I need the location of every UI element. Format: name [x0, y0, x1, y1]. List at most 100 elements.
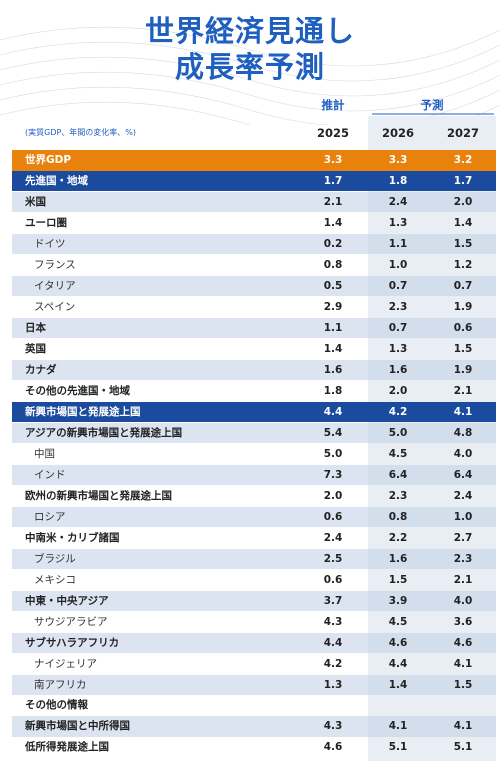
- row-label: 南アフリカ: [34, 678, 87, 691]
- row-label: インド: [34, 468, 66, 481]
- value-cell: 5.1: [388, 741, 408, 754]
- value-cell: 0.6: [323, 510, 343, 523]
- row-label: 世界GDP: [25, 154, 72, 166]
- value-cell: 1.9: [453, 363, 473, 376]
- value-cell: 1.6: [323, 363, 343, 376]
- value-cell: 2.5: [323, 552, 343, 565]
- value-cell: 4.5: [388, 447, 408, 460]
- table-row: メキシコ 0.6 1.5 2.1: [12, 570, 496, 591]
- row-label: カナダ: [25, 363, 57, 376]
- value-cell: 7.3: [323, 468, 343, 481]
- row-label: ブラジル: [34, 552, 76, 565]
- row-label: サウジアラビア: [34, 615, 108, 628]
- table-row: アジアの新興市場国と発展途上国 5.4 5.0 4.8: [12, 422, 496, 444]
- value-cell: 1.7: [453, 174, 473, 187]
- title-line: 成長率予測: [174, 50, 325, 84]
- units-note: (実質GDP、年間の変化率、%): [25, 128, 137, 137]
- value-cell: 0.7: [388, 279, 408, 292]
- value-cell: 1.3: [388, 216, 408, 229]
- value-cell: 1.9: [453, 300, 473, 313]
- table-row: 米国 2.1 2.4 2.0: [12, 191, 496, 213]
- value-cell: 4.2: [323, 657, 343, 670]
- row-label: スペイン: [34, 300, 76, 313]
- row-label: フランス: [34, 258, 76, 271]
- year-header: 2027: [446, 126, 479, 140]
- value-cell: 1.5: [388, 573, 408, 586]
- row-label: 中国: [34, 447, 55, 460]
- table-row: その他の情報: [12, 695, 496, 716]
- value-cell: 0.6: [453, 321, 473, 334]
- value-cell: 5.4: [323, 426, 343, 439]
- table-row: サブサハラアフリカ 4.4 4.6 4.6: [12, 632, 496, 654]
- value-cell: 5.0: [388, 426, 408, 439]
- row-label: 新興市場国と中所得国: [25, 720, 130, 733]
- value-cell: 5.0: [323, 447, 343, 460]
- value-cell: 4.0: [453, 447, 473, 460]
- value-cell: 4.1: [453, 657, 473, 670]
- value-cell: 4.4: [323, 636, 343, 649]
- table-row: ユーロ圏 1.4 1.3 1.4: [12, 213, 496, 234]
- year-header: 2026: [381, 126, 414, 140]
- value-cell: 0.7: [388, 321, 408, 334]
- value-cell: 2.1: [453, 573, 473, 586]
- row-label: イタリア: [34, 279, 76, 292]
- value-cell: 1.6: [388, 552, 408, 565]
- value-cell: 1.5: [453, 678, 473, 691]
- table-row: ロシア 0.6 0.8 1.0: [12, 506, 496, 528]
- row-label: 新興市場国と発展途上国: [25, 405, 141, 418]
- row-label: メキシコ: [34, 573, 76, 586]
- value-cell: 4.6: [453, 636, 473, 649]
- row-label: 欧州の新興市場国と発展途上国: [25, 489, 172, 502]
- forecast-header: 予測: [420, 98, 444, 112]
- value-cell: 4.4: [323, 405, 343, 418]
- table-row: 中南米・カリブ諸国 2.4 2.2 2.7: [12, 528, 496, 549]
- value-cell: 2.1: [453, 384, 473, 397]
- row-label: その他の先進国・地域: [25, 384, 130, 397]
- value-cell: 2.4: [453, 489, 473, 502]
- table-row: 新興市場国と中所得国 4.3 4.1 4.1: [12, 716, 496, 737]
- value-cell: 1.8: [388, 174, 408, 187]
- row-label: 中東・中央アジア: [25, 594, 109, 607]
- table-row: イタリア 0.5 0.7 0.7: [12, 275, 496, 297]
- value-cell: 1.0: [388, 258, 408, 271]
- value-cell: 1.8: [323, 384, 343, 397]
- value-cell: 1.1: [388, 237, 408, 250]
- table-row: 中国 5.0 4.5 4.0: [12, 444, 496, 465]
- table-row: 南アフリカ 1.3 1.4 1.5: [12, 674, 496, 695]
- table-row: スペイン 2.9 2.3 1.9: [12, 297, 496, 318]
- value-cell: 2.4: [388, 195, 408, 208]
- value-cell: 5.1: [453, 741, 473, 754]
- value-cell: 0.6: [323, 573, 343, 586]
- table-row: フランス 0.8 1.0 1.2: [12, 255, 496, 276]
- value-cell: 2.3: [388, 489, 408, 502]
- value-cell: 0.8: [323, 258, 343, 271]
- row-label: ドイツ: [34, 237, 66, 250]
- row-label: アジアの新興市場国と発展途上国: [25, 426, 183, 439]
- value-cell: 4.8: [453, 426, 473, 439]
- row-label: ロシア: [34, 510, 66, 523]
- value-cell: 1.7: [323, 174, 343, 187]
- value-cell: 1.4: [323, 216, 343, 229]
- row-label: ユーロ圏: [25, 216, 67, 229]
- table-row: ブラジル 2.5 1.6 2.3: [12, 548, 496, 570]
- value-cell: 1.3: [323, 678, 343, 691]
- table-row: 中東・中央アジア 3.7 3.9 4.0: [12, 590, 496, 612]
- value-cell: 4.0: [453, 594, 473, 607]
- value-cell: 4.1: [388, 720, 408, 733]
- title-line: 世界経済見通し: [144, 14, 355, 48]
- table-row: カナダ 1.6 1.6 1.9: [12, 359, 496, 381]
- background-pattern: [0, 26, 500, 125]
- value-cell: 2.3: [388, 300, 408, 313]
- value-cell: 0.5: [323, 279, 343, 292]
- value-cell: 3.2: [453, 154, 473, 166]
- table-row: ナイジェリア 4.2 4.4 4.1: [12, 654, 496, 675]
- value-cell: 1.0: [453, 510, 473, 523]
- value-cell: 2.0: [388, 384, 408, 397]
- table-row: その他の先進国・地域 1.8 2.0 2.1: [12, 381, 496, 402]
- value-cell: 4.6: [323, 741, 343, 754]
- row-label: 先進国・地域: [25, 174, 88, 187]
- value-cell: 2.4: [323, 531, 343, 544]
- value-cell: 1.3: [388, 342, 408, 355]
- value-cell: 3.6: [453, 615, 473, 628]
